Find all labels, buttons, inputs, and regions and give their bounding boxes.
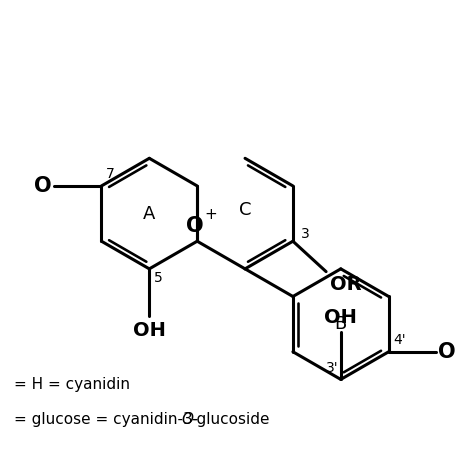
Text: O: O	[438, 342, 456, 362]
Text: O: O	[35, 176, 52, 196]
Text: = glucose = cyanidin-3-: = glucose = cyanidin-3-	[15, 412, 199, 427]
Text: 4': 4'	[393, 333, 406, 347]
Text: O: O	[186, 216, 204, 236]
Text: +: +	[204, 207, 217, 221]
Text: 3: 3	[301, 227, 310, 241]
Text: A: A	[143, 205, 155, 223]
Text: O: O	[182, 412, 193, 427]
Text: C: C	[239, 201, 251, 219]
Text: OR: OR	[330, 275, 362, 294]
Text: OH: OH	[133, 321, 166, 340]
Text: 3': 3'	[326, 361, 338, 375]
Text: B: B	[335, 315, 347, 333]
Text: OH: OH	[324, 308, 357, 327]
Text: -glucoside: -glucoside	[191, 412, 270, 427]
Text: 5: 5	[154, 271, 163, 285]
Text: = H = cyanidin: = H = cyanidin	[15, 377, 130, 392]
Text: 7: 7	[106, 167, 115, 181]
